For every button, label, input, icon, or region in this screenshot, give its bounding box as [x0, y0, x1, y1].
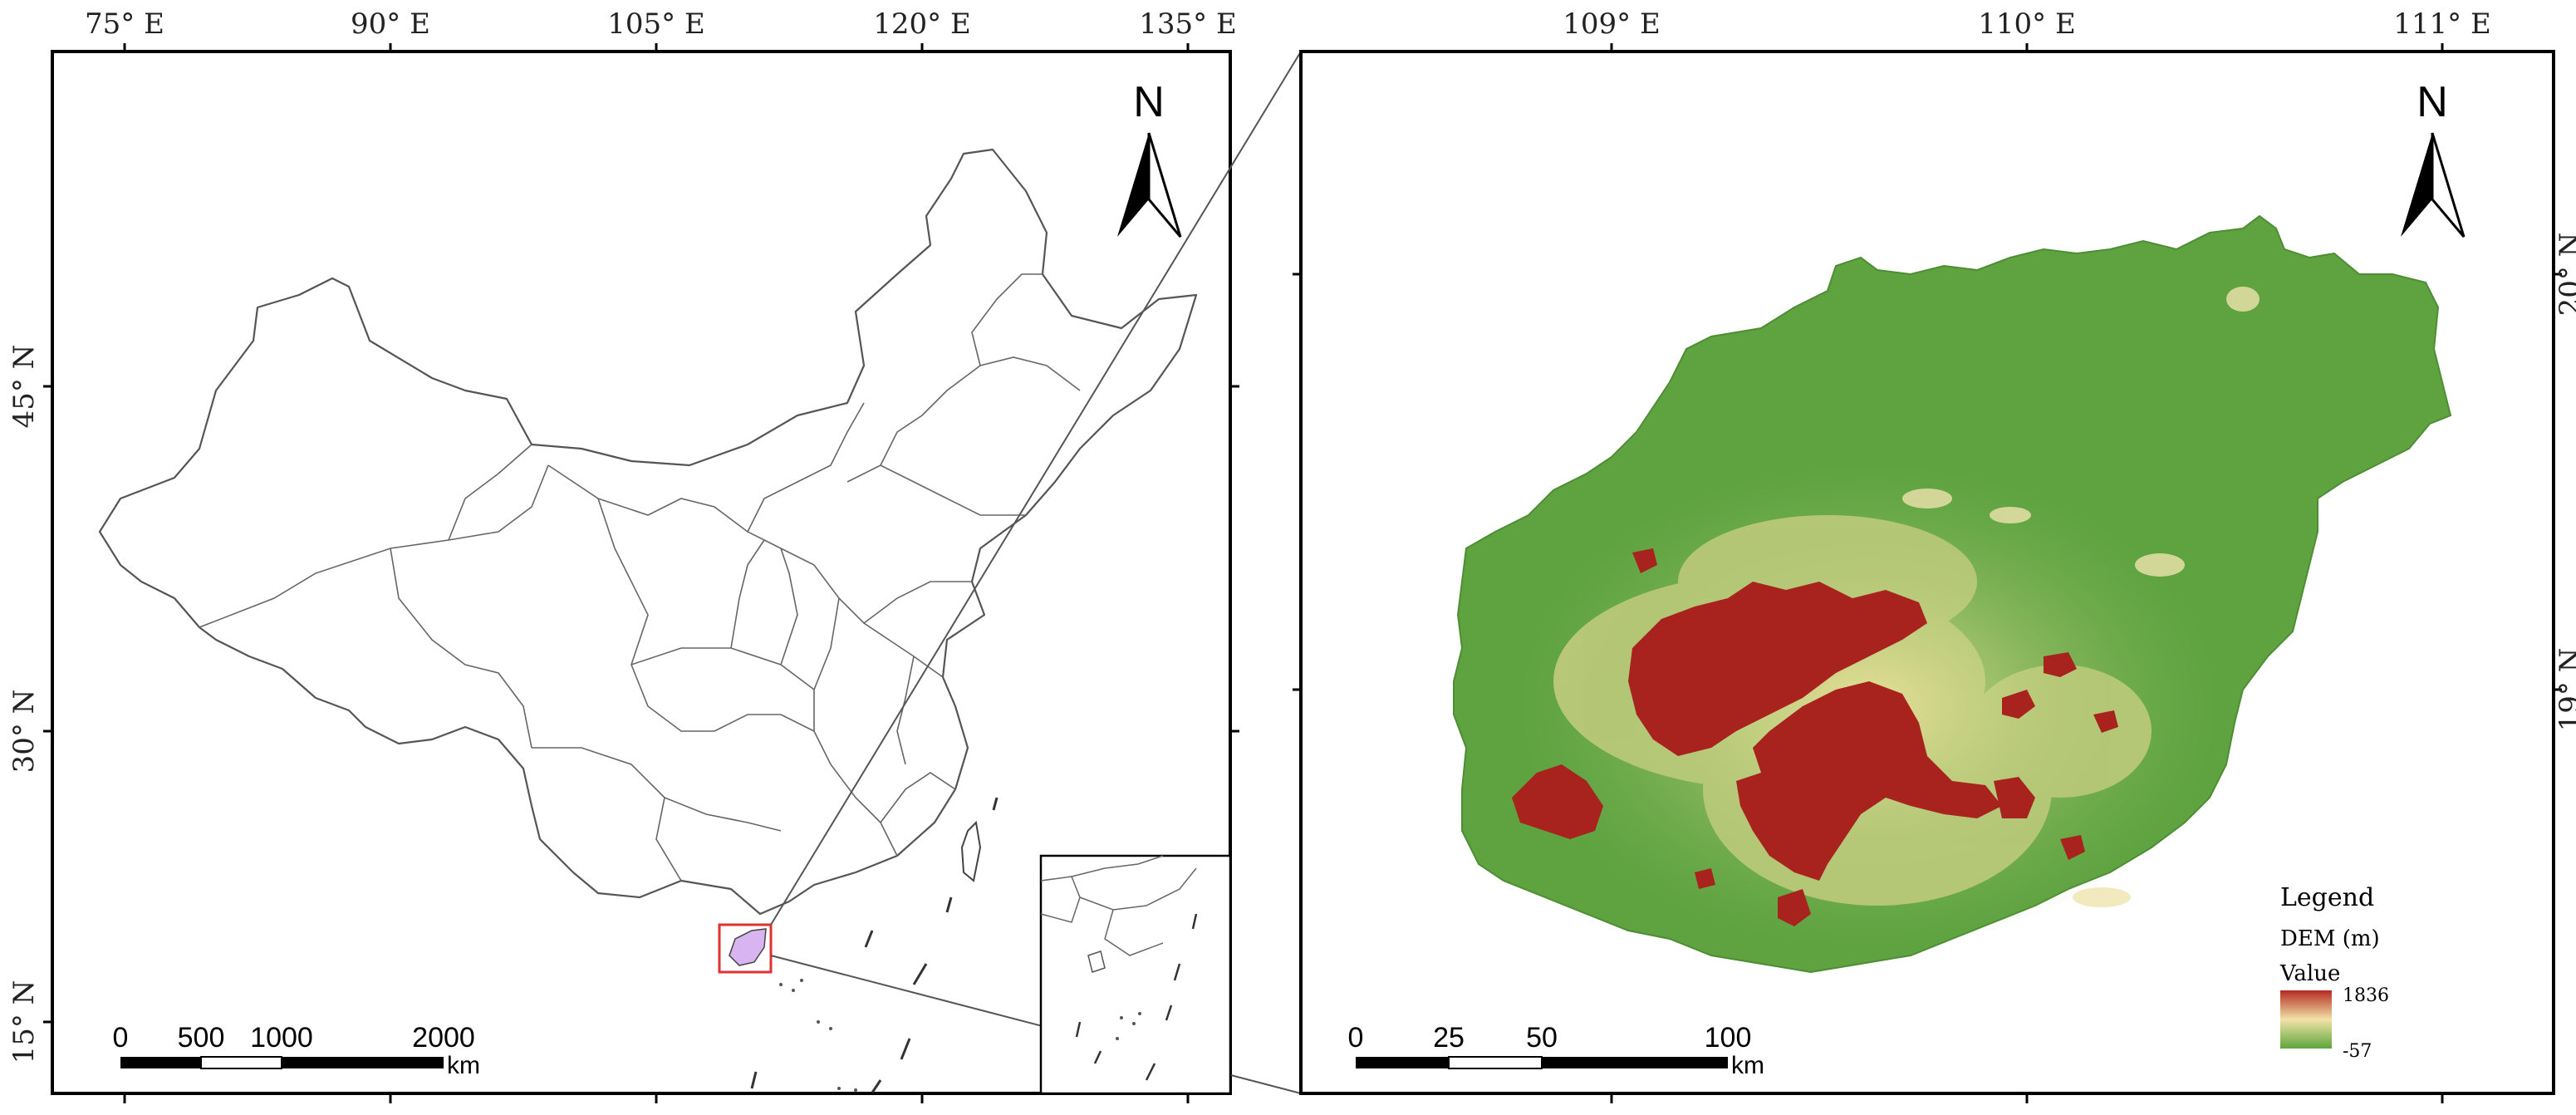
dem-legend: Legend DEM (m) Value 1836 -57 — [2279, 883, 2389, 1062]
right-scale-tick-100: 100 — [1705, 1022, 1752, 1054]
right-top-ticks — [1293, 43, 2562, 1103]
zoom-connector-top — [770, 51, 1302, 926]
left-bottom-ticks — [123, 1093, 1190, 1103]
taiwan-island — [960, 820, 982, 882]
south-sea-islands — [750, 797, 999, 1093]
lat-label-30n: 30° N — [7, 690, 41, 774]
legend-layer-name: DEM (m) — [2280, 926, 2380, 951]
right-north-label: N — [2417, 78, 2448, 126]
left-scale-tick-500: 500 — [178, 1022, 225, 1054]
right-scale-tick-25: 25 — [1433, 1022, 1465, 1054]
right-scale-tick-50: 50 — [1526, 1022, 1558, 1054]
lat-label-20n: 20° N — [2554, 233, 2576, 317]
legend-max-value: 1836 — [2343, 985, 2389, 1006]
left-scale-tick-1000: 1000 — [250, 1022, 313, 1054]
left-top-ticks — [123, 43, 1190, 52]
lon-label-120e: 120° E — [873, 7, 971, 41]
south-sea-dots — [779, 979, 857, 1092]
lat-label-15n: 15° N — [7, 980, 41, 1064]
lat-label-45n: 45° N — [7, 345, 41, 429]
lon-label-90e: 90° E — [351, 7, 430, 41]
left-side-ticks — [43, 385, 1239, 1024]
hainan-highlight-box — [718, 923, 773, 974]
lon-label-111e: 111° E — [2393, 7, 2491, 41]
hainan-highlight-fill — [729, 928, 767, 966]
china-overview-map: 75° E 90° E 105° E 120° E 135° E 45° N 3… — [7, 7, 1302, 1103]
left-north-label: N — [1133, 78, 1165, 126]
right-scale-bar: 0 25 50 100 km — [1348, 1022, 1764, 1079]
left-scale-unit: km — [447, 1052, 480, 1079]
legend-color-ramp — [2280, 990, 2332, 1049]
right-scale-unit: km — [1731, 1052, 1764, 1079]
left-scale-tick-2000: 2000 — [412, 1022, 475, 1054]
high-elevation-mountains — [1512, 548, 2118, 926]
legend-min-value: -57 — [2343, 1041, 2372, 1062]
lon-label-109e: 109° E — [1563, 7, 1661, 41]
china-outline — [98, 148, 1198, 916]
left-north-arrow: N — [1117, 78, 1182, 238]
lon-label-135e: 135° E — [1139, 7, 1237, 41]
lon-label-110e: 110° E — [1978, 7, 2076, 41]
light-ridge-details — [1902, 287, 2260, 907]
lat-label-19n: 19° N — [2554, 648, 2576, 732]
province-boundaries — [199, 273, 1081, 882]
legend-title: Legend — [2280, 883, 2374, 912]
left-scale-tick-0: 0 — [113, 1022, 129, 1054]
right-north-arrow: N — [2401, 78, 2466, 238]
right-scale-tick-0: 0 — [1348, 1022, 1364, 1054]
lon-label-75e: 75° E — [85, 7, 164, 41]
lon-label-105e: 105° E — [607, 7, 705, 41]
south-china-sea-inset — [1039, 854, 1232, 1095]
hainan-dem-map: 109° E 110° E 111° E 20° N 19° N — [1293, 7, 2576, 1103]
legend-value-label: Value — [2279, 961, 2340, 986]
left-scale-bar: 0 500 1000 2000 km — [113, 1022, 480, 1079]
